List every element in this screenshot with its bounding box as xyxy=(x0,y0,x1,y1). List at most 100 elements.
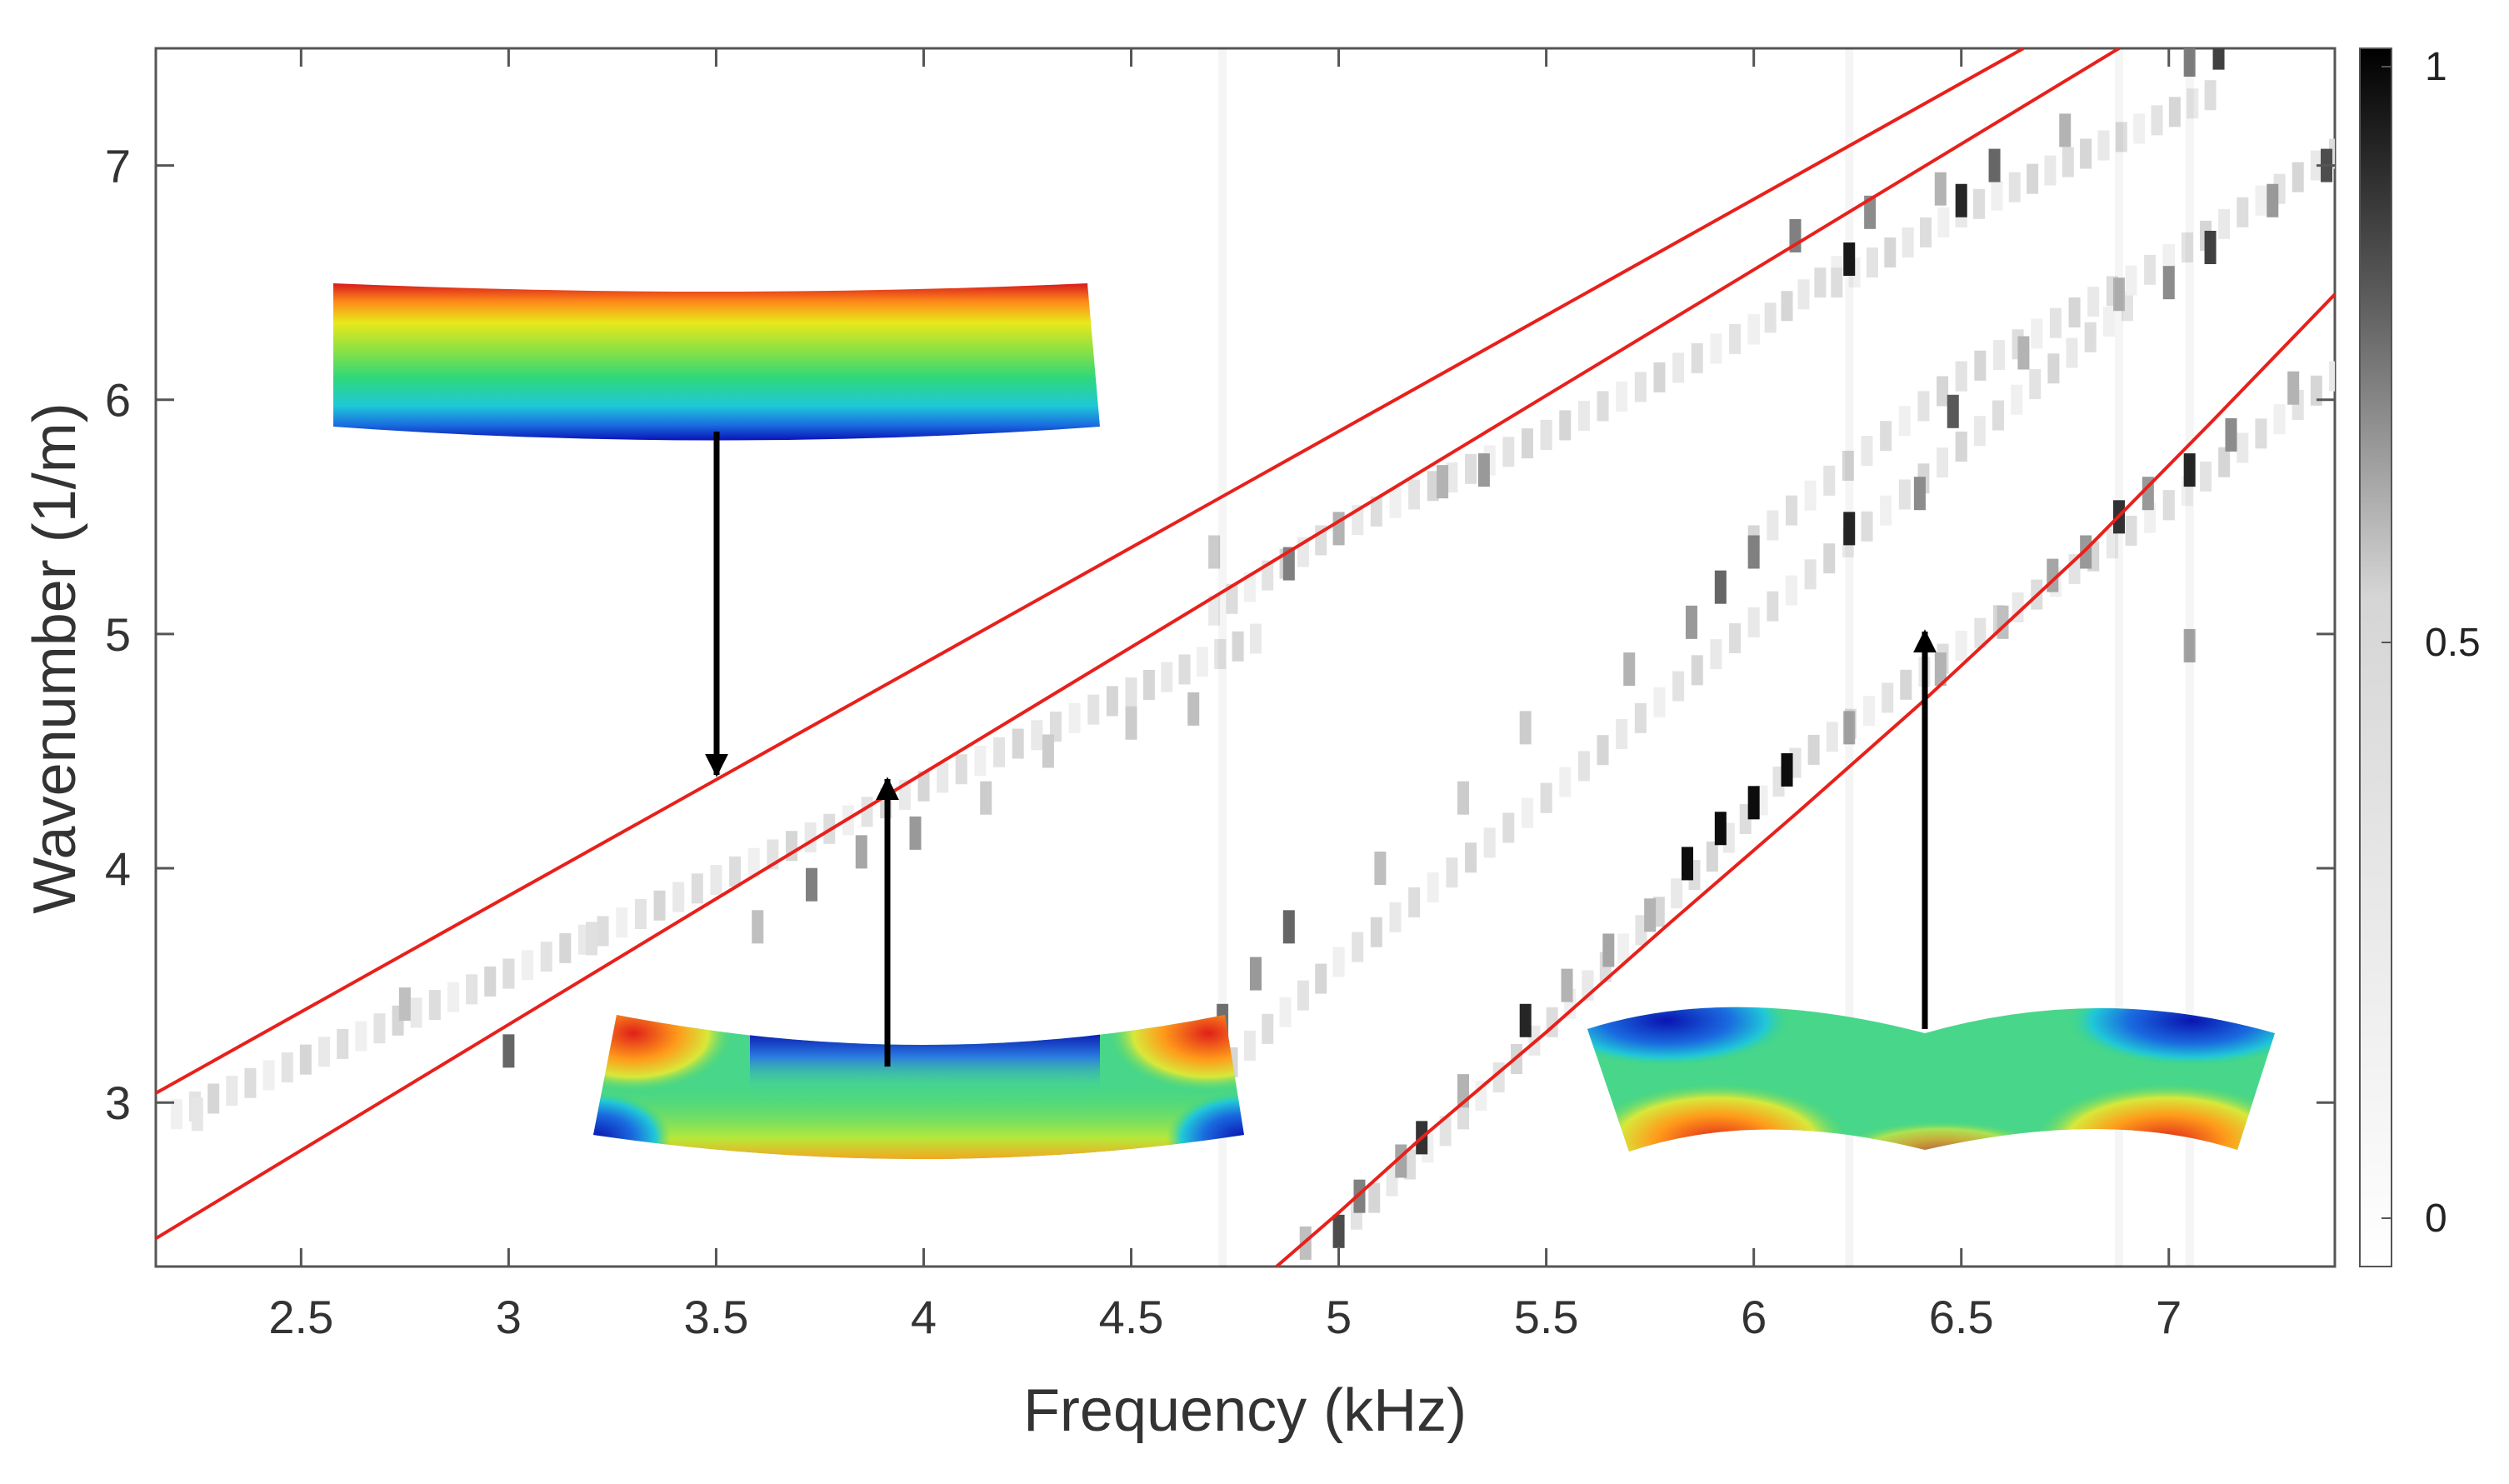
heatmap-cell xyxy=(1934,172,1947,206)
heatmap-ridge-cell xyxy=(1521,428,1533,459)
heatmap-ridge-cell xyxy=(170,1099,182,1130)
heatmap-cell xyxy=(1282,910,1295,944)
mode-shape-1 xyxy=(333,283,1100,441)
heatmap-ridge-cell xyxy=(2310,375,2322,406)
heatmap-ridge-cell xyxy=(355,1021,367,1052)
dispersion-curve-2 xyxy=(156,48,2121,1241)
x-tick-label: 2.5 xyxy=(268,1291,333,1343)
heatmap-cell xyxy=(1681,847,1693,881)
x-tick-label: 4 xyxy=(911,1291,937,1343)
heatmap-ridge-cell xyxy=(207,1083,220,1114)
heatmap-ridge-cell xyxy=(1807,734,1820,765)
heatmap-ridge-cell xyxy=(1106,686,1118,717)
heatmap-ridge-cell xyxy=(1842,450,1854,481)
heatmap-cell xyxy=(1187,692,1200,726)
heatmap-streak xyxy=(1218,48,1227,1267)
heatmap-ridge-cell xyxy=(1634,702,1647,733)
heatmap-cell xyxy=(1042,734,1054,768)
heatmap-ridge-cell xyxy=(1439,1116,1452,1147)
heatmap-ridge-cell xyxy=(616,907,628,938)
heatmap-ridge-cell xyxy=(1937,376,1949,407)
heatmap-ridge-cell xyxy=(1635,915,1647,946)
x-tick-label: 5.5 xyxy=(1514,1291,1579,1343)
heatmap-ridge-cell xyxy=(1597,391,1609,422)
heatmap-ridge-cell xyxy=(2097,130,2110,161)
heatmap-cell xyxy=(1747,535,1760,569)
heatmap-ridge-cell xyxy=(1389,487,1402,518)
y-axis-ticks: 3 4 5 6 7 xyxy=(105,140,2335,1129)
heatmap-cell xyxy=(1353,1179,1366,1213)
heatmap-ridge-cell xyxy=(2329,361,2335,392)
heatmap-ridge-cell xyxy=(1161,662,1173,692)
heatmap-cell xyxy=(1947,394,1959,428)
heatmap-ridge-cell xyxy=(1652,897,1665,927)
heatmap-ridge-cell xyxy=(1900,669,1912,700)
heatmap-ridge-cell xyxy=(1767,591,1779,622)
heatmap-ridge-cell xyxy=(484,966,497,997)
heatmap-layer xyxy=(170,48,2335,1267)
heatmap-ridge-cell xyxy=(2102,307,2115,337)
heatmap-cell xyxy=(1934,652,1947,687)
dispersion-curve-3 xyxy=(1275,292,2335,1267)
heatmap-ridge-cell xyxy=(1920,217,1932,247)
heatmap-ridge-cell xyxy=(1279,997,1292,1027)
heatmap-cell xyxy=(502,1034,515,1068)
heatmap-ridge-cell xyxy=(1974,617,1987,648)
y-tick-label: 4 xyxy=(105,842,131,895)
heatmap-ridge-cell xyxy=(1863,696,1876,727)
heatmap-cell xyxy=(1561,968,1573,1002)
heatmap-ridge-cell xyxy=(1764,302,1777,333)
heatmap-cell xyxy=(1781,752,1793,787)
x-tick-label: 3 xyxy=(496,1291,522,1343)
heatmap-ridge-cell xyxy=(1861,511,1873,542)
heatmap-ridge-cell xyxy=(1882,682,1894,713)
heatmap-cell xyxy=(1988,148,2001,182)
heatmap-ridge-cell xyxy=(2027,163,2039,194)
heatmap-cell xyxy=(1644,898,1657,932)
heatmap-ridge-cell xyxy=(1427,471,1439,502)
heatmap-ridge-cell xyxy=(1196,647,1208,677)
heatmap-ridge-cell xyxy=(1672,352,1685,383)
heatmap-ridge-cell xyxy=(2080,138,2092,169)
heatmap-ridge-cell xyxy=(1973,188,1986,219)
heatmap-ridge-cell xyxy=(1178,654,1191,685)
heatmap-ridge-cell xyxy=(1243,1030,1256,1061)
heatmap-cell xyxy=(2112,277,2125,312)
heatmap-cell xyxy=(1602,933,1615,967)
heatmap-cell xyxy=(1374,852,1387,886)
heatmap-ridge-cell xyxy=(1232,631,1244,662)
heatmap-ridge-cell xyxy=(2144,254,2157,285)
heatmap-ridge-cell xyxy=(2133,113,2146,144)
heatmap-ridge-cell xyxy=(1559,767,1572,797)
heatmap-cell xyxy=(1913,477,1926,511)
heatmap-ridge-cell xyxy=(1262,1013,1274,1044)
heatmap-ridge-cell xyxy=(1729,622,1742,653)
heatmap-ridge-cell xyxy=(2255,185,2267,216)
heatmap-ridge-cell xyxy=(2181,232,2193,262)
heatmap-ridge-cell xyxy=(2168,97,2181,127)
heatmap-ridge-cell xyxy=(1577,751,1590,782)
heatmap-ridge-cell xyxy=(2204,80,2217,111)
heatmap-ridge-cell xyxy=(1973,416,1986,447)
heatmap-ridge-cell xyxy=(2011,384,2023,415)
heatmap-ridge-cell xyxy=(1880,495,1892,526)
heatmap-cell xyxy=(1843,242,1856,277)
heatmap-ridge-cell xyxy=(1937,207,1950,237)
heatmap-ridge-cell xyxy=(522,950,534,981)
heatmap-ridge-cell xyxy=(1797,279,1810,310)
heatmap-cell xyxy=(2183,628,2196,662)
heatmap-ridge-cell xyxy=(2087,287,2100,317)
heatmap-cell xyxy=(2204,230,2217,264)
heatmap-cell xyxy=(398,987,411,1022)
heatmap-ridge-cell xyxy=(1955,630,1967,661)
heatmap-ridge-cell xyxy=(1826,722,1838,752)
heatmap-ridge-cell xyxy=(2237,197,2249,227)
heatmap-ridge-cell xyxy=(2162,490,2175,521)
heatmap-streak xyxy=(2185,48,2194,1267)
heatmap-cell xyxy=(909,816,922,850)
colorbar-gradient xyxy=(2359,47,2392,1267)
heatmap-ridge-cell xyxy=(2151,105,2163,136)
heatmap-ridge-cell xyxy=(2218,208,2231,239)
heatmap-ridge-cell xyxy=(1465,842,1477,873)
heatmap-ridge-cell xyxy=(2029,368,2042,399)
